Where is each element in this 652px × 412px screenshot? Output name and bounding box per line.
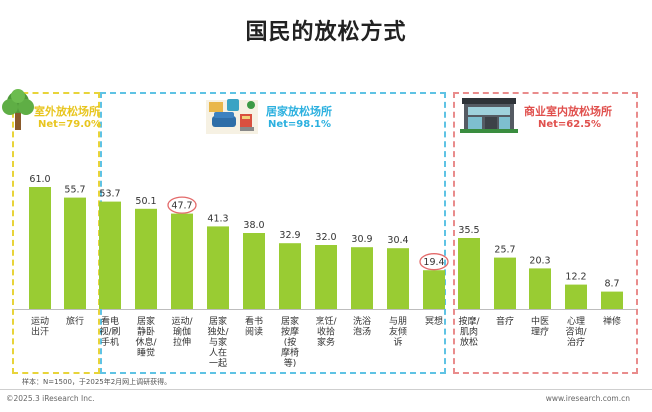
bar: [601, 291, 623, 309]
bar-value-label: 38.0: [243, 220, 264, 231]
commercial-group-box: [453, 92, 638, 374]
category-label: 拉伸: [173, 336, 191, 348]
category-label: 放松: [460, 336, 478, 348]
category-label: 居家: [281, 315, 299, 327]
bar-value-label: 47.7: [171, 201, 192, 212]
category-label: 禅修: [603, 315, 621, 327]
footer-divider: [0, 389, 652, 390]
page-title: 国民的放松方式: [245, 20, 407, 45]
bar-value-label: 53.7: [99, 189, 120, 200]
bar: [135, 208, 157, 309]
category-label: 静卧: [137, 326, 155, 338]
category-label: (按: [284, 336, 297, 348]
category-label: 手机: [101, 336, 119, 348]
footnote: 样本：N=1500，于2025年2月网上调研获得。: [22, 378, 172, 386]
bar-value-label: 30.4: [387, 235, 408, 246]
category-label: 与家: [209, 336, 227, 348]
category-label: 视/刷: [99, 326, 120, 338]
category-label: 友倾: [389, 326, 407, 338]
category-label: 泡汤: [353, 326, 371, 338]
category-label: 居家: [137, 315, 155, 327]
bar-value-label: 41.3: [207, 213, 228, 224]
bar: [171, 213, 193, 309]
bar: [387, 248, 409, 309]
commercial-group-net: Net=62.5%: [538, 119, 602, 130]
copyright: ©2025.3 iResearch Inc.: [6, 394, 95, 403]
category-label: 运动/: [171, 316, 193, 327]
bar: [64, 197, 86, 309]
category-label: 治疗: [567, 336, 585, 348]
category-label: 看书: [245, 315, 263, 327]
bar: [243, 233, 265, 309]
category-label: 收拾: [317, 326, 335, 338]
category-label: 肌肉: [460, 326, 478, 338]
bar-value-label: 19.4: [423, 257, 444, 268]
category-label: 与朋: [389, 316, 407, 327]
bar: [99, 201, 121, 309]
category-label: 中医: [531, 315, 549, 327]
tree-icon: [2, 89, 34, 130]
category-label: 出汗: [31, 326, 49, 338]
category-label: 家务: [317, 336, 335, 348]
home-group-title: 居家放松场所: [266, 105, 332, 118]
category-label: 咨询/: [565, 326, 587, 338]
category-label: 按摩/: [458, 315, 480, 327]
category-label: 独处/: [207, 326, 229, 338]
highlight-circle: [419, 253, 449, 271]
bar: [423, 270, 445, 309]
bar-value-label: 30.9: [351, 234, 372, 245]
category-label: 睡觉: [137, 347, 155, 359]
category-label: 人在: [209, 347, 227, 359]
category-label: 音疗: [496, 315, 514, 327]
bar-value-label: 50.1: [135, 196, 156, 207]
category-label: 居家: [209, 315, 227, 327]
bar-value-label: 32.9: [279, 230, 300, 241]
category-label: 阅读: [245, 326, 263, 338]
bar-value-label: 61.0: [29, 174, 50, 185]
outdoor-group-net: Net=79.0%: [38, 119, 102, 130]
category-label: 看电: [101, 315, 119, 327]
category-label: 诉: [393, 336, 402, 348]
bar: [315, 245, 337, 309]
category-label: 冥想: [425, 315, 443, 327]
bar-value-label: 8.7: [604, 279, 619, 290]
bar: [279, 243, 301, 309]
outdoor-group-title: 室外放松场所: [34, 105, 100, 118]
category-label: 休息/: [135, 336, 157, 348]
website: www.iresearch.com.cn: [545, 394, 630, 403]
category-label: 摩椅: [281, 347, 299, 359]
category-label: 一起: [209, 358, 227, 369]
bar-value-label: 55.7: [64, 185, 85, 196]
bar: [494, 257, 516, 309]
category-label: 洗浴: [353, 315, 371, 327]
highlight-circle: [167, 196, 197, 214]
home-room-icon: [206, 99, 258, 134]
bar-value-label: 32.0: [315, 232, 336, 243]
category-label: 旅行: [66, 315, 84, 327]
home-group-net: Net=98.1%: [268, 119, 332, 130]
bar: [207, 226, 229, 309]
category-label: 心理: [567, 316, 585, 327]
bar-value-label: 20.3: [529, 255, 550, 266]
category-label: 烹饪/: [315, 315, 337, 327]
bar: [529, 268, 551, 309]
bar: [29, 187, 51, 309]
category-label: 运动: [31, 316, 49, 327]
bar-value-label: 35.5: [458, 225, 479, 236]
bar-value-label: 25.7: [494, 245, 515, 256]
bar: [351, 247, 373, 309]
bar: [565, 284, 587, 309]
bar-value-label: 12.2: [565, 272, 586, 283]
storefront-icon: [460, 98, 518, 133]
category-label: 按摩: [281, 326, 299, 338]
commercial-group-title: 商业室内放松场所: [524, 105, 612, 118]
category-label: 等): [284, 357, 297, 369]
category-label: 理疗: [531, 326, 549, 338]
category-label: 瑜伽: [173, 326, 191, 338]
bar: [458, 238, 480, 309]
